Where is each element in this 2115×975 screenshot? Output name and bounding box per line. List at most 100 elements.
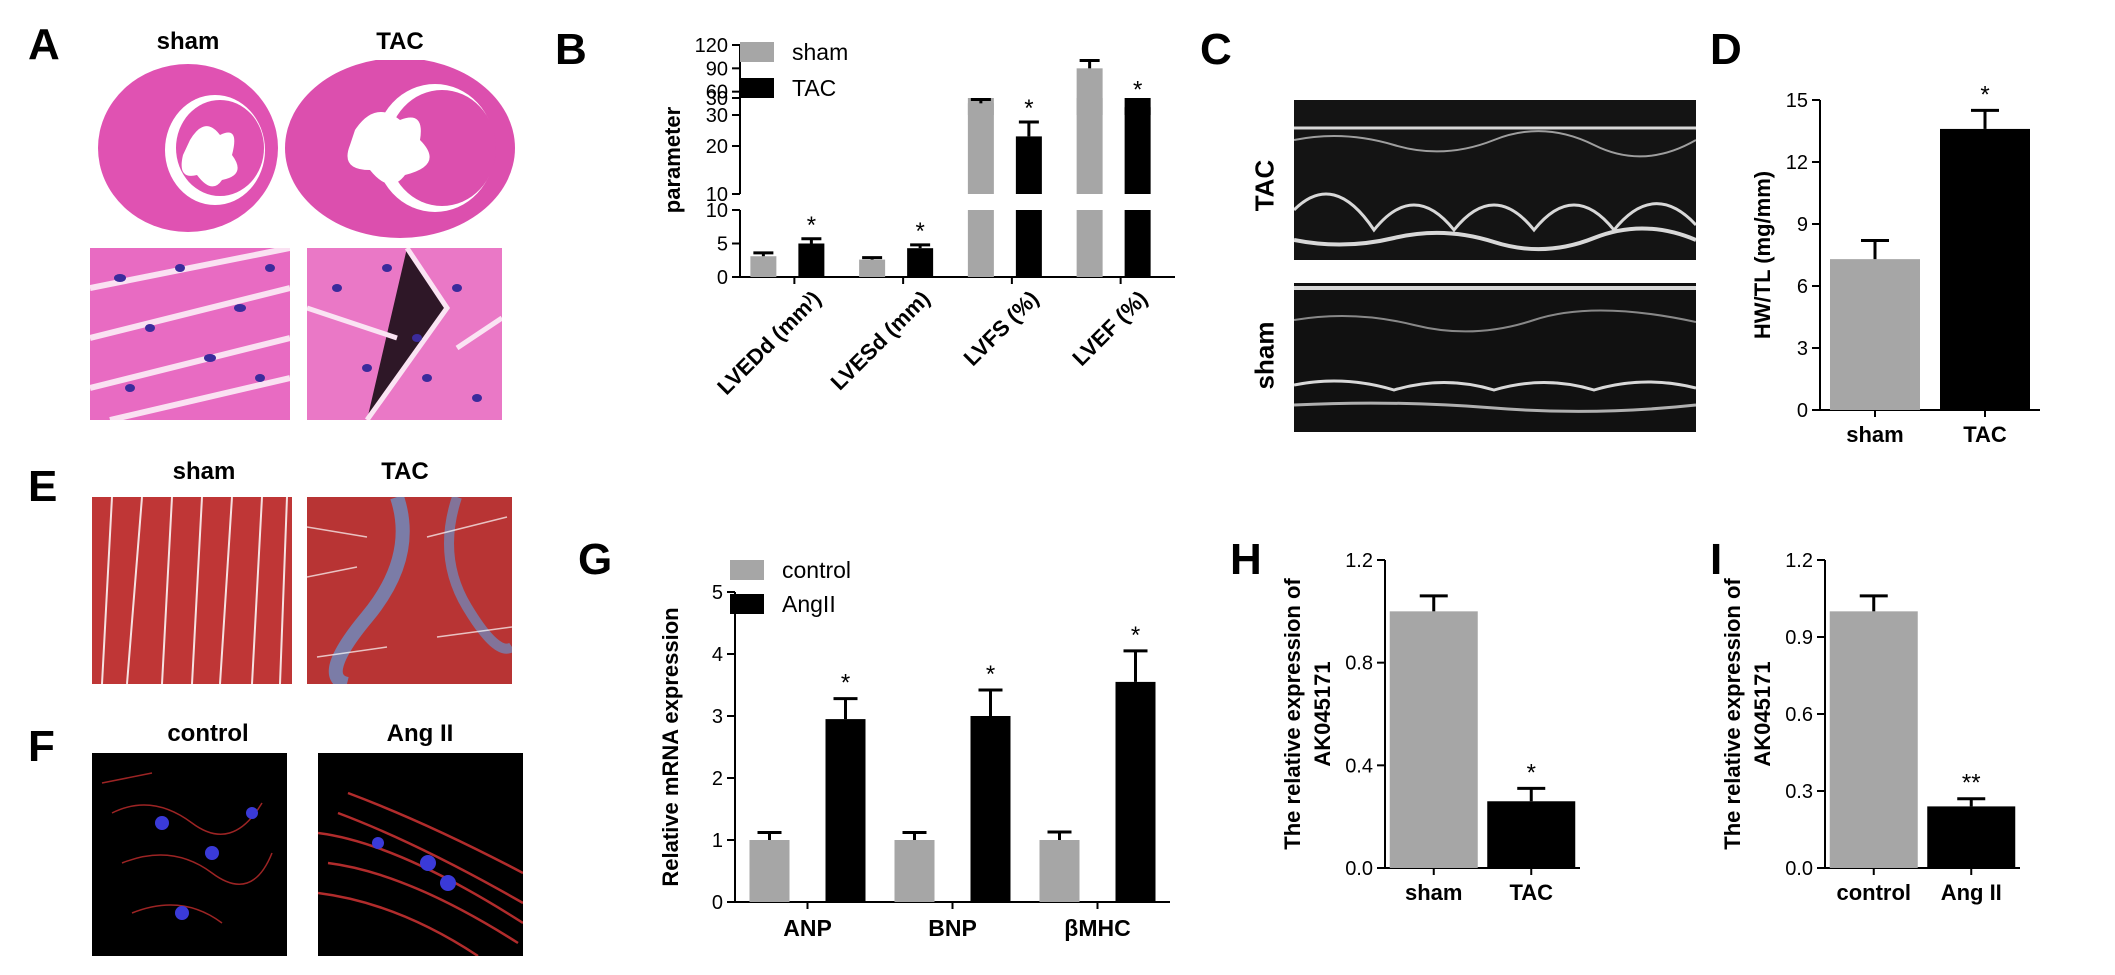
bar-segment [1015, 136, 1042, 194]
panel-f-angii-fluorescence [318, 753, 523, 956]
y-tick-label: 6 [1797, 276, 1808, 298]
bar [825, 719, 866, 902]
panel-letter-i: I [1710, 535, 1723, 584]
y-tick-label: 60 [706, 82, 728, 104]
y-tick-label: 0.0 [1785, 858, 1813, 880]
x-tick-label: TAC [1963, 422, 2007, 447]
y-axis-label-line: AK045171 [1310, 661, 1335, 766]
panel-e-tac-title: TAC [381, 458, 429, 485]
y-tick-label: 5 [712, 582, 723, 604]
panel-letter-e: E [28, 462, 58, 511]
bar-segment [967, 210, 994, 277]
bar-segment [1015, 210, 1042, 277]
y-axis-label-line: AK045171 [1750, 661, 1775, 766]
panel-letter-g: G [578, 535, 613, 584]
y-tick-label: 3 [712, 706, 723, 728]
panel-letter-a: A [28, 20, 60, 69]
x-tick-label: Ang II [1941, 880, 2002, 905]
significance-label: * [1024, 95, 1033, 122]
panel-letter-b: B [555, 25, 587, 74]
panel-e-sham-masson [92, 497, 292, 684]
x-tick-label: sham [1405, 880, 1462, 905]
y-tick-label: 12 [1786, 152, 1808, 174]
y-tick-label: 0 [712, 892, 723, 914]
y-tick-label: 0.0 [1345, 858, 1373, 880]
bar [1927, 806, 2016, 868]
panel-a-heart-cross-sections [98, 60, 515, 238]
significance-label: * [915, 218, 924, 245]
y-tick-label: 10 [706, 184, 728, 206]
y-tick-label: 30 [706, 105, 728, 127]
chart-d: 0 3 6 9 12 15 HW/TL (mg/mm) sham * TAC [1750, 81, 2040, 447]
y-axis-label: parameter [660, 106, 685, 213]
x-tick-label: LVFS (%) [959, 286, 1044, 371]
y-axis-label: The relative expression of AK045171 [1720, 578, 1775, 850]
x-tick-label: βMHC [1064, 915, 1130, 941]
bar-segment [798, 243, 825, 277]
bar [1487, 801, 1576, 868]
y-tick-label: 0.3 [1785, 781, 1813, 803]
y-axis-label-line: The relative expression of [1720, 578, 1745, 850]
significance-label: * [1527, 759, 1536, 786]
bar [1039, 840, 1080, 902]
bar [970, 716, 1011, 902]
panel-letter-c: C [1200, 25, 1232, 74]
legend-label: control [782, 557, 851, 583]
y-tick-label: 1 [712, 830, 723, 852]
y-tick-label: 1.2 [1345, 550, 1373, 572]
x-tick-label: sham [1846, 422, 1903, 447]
significance-label: * [807, 212, 816, 239]
y-tick-label: 30 [706, 88, 728, 110]
y-axis-label-line: The relative expression of [1280, 578, 1305, 850]
y-tick-label: 10 [706, 200, 728, 222]
x-tick-label: ANP [783, 915, 832, 941]
significance-label: * [1980, 81, 1989, 108]
panel-e-tac-masson [307, 497, 512, 684]
panel-c-tac-label: TAC [1249, 159, 1280, 212]
y-tick-label: 0.6 [1785, 704, 1813, 726]
y-tick-label: 4 [712, 644, 723, 666]
y-tick-label: 2 [712, 768, 723, 790]
panel-letter-f: F [28, 722, 55, 771]
panel-c-echo-images [1294, 100, 1696, 432]
y-tick-label: 5 [717, 234, 728, 256]
legend-label: TAC [792, 75, 836, 101]
bar [749, 840, 790, 902]
y-tick-label: 0 [717, 267, 728, 289]
chart-g: 0 1 2 3 4 5 Relative mRNA expression * ANP * BNP * β… [658, 557, 1170, 941]
x-tick-label: LVESd (mm) [826, 286, 935, 395]
y-axis-label: The relative expression of AK045171 [1280, 578, 1335, 850]
bar-segment [967, 103, 994, 115]
y-tick-label: 90 [706, 58, 728, 80]
significance-label: * [1133, 76, 1142, 103]
chart-i: 0.0 0.3 0.6 0.9 1.2 The relative expression o… [1720, 550, 2020, 905]
bar-segment [907, 248, 934, 277]
panel-letter-d: D [1710, 25, 1742, 74]
x-tick-label: control [1836, 880, 1911, 905]
bar-segment [1124, 210, 1151, 277]
y-tick-label: 120 [695, 35, 728, 57]
panel-a-tac-title: TAC [376, 28, 424, 55]
panel-f-control-title: control [167, 720, 249, 747]
panel-c-sham-label: sham [1249, 321, 1280, 390]
bar [894, 840, 935, 902]
bar-segment [750, 256, 777, 277]
x-tick-label: LVEF (%) [1067, 286, 1152, 371]
significance-label: * [1131, 622, 1140, 649]
y-axis-label: HW/TL (mg/mm) [1750, 171, 1775, 339]
panel-a-sham-title: sham [156, 28, 220, 55]
legend-label: sham [792, 39, 848, 65]
bar-segment [1076, 210, 1103, 277]
y-tick-label: 15 [1786, 90, 1808, 112]
y-tick-label: 0.9 [1785, 627, 1813, 649]
y-tick-label: 9 [1797, 214, 1808, 236]
legend-swatch [740, 42, 774, 62]
bar-segment [859, 259, 886, 277]
panel-e-sham-title: sham [172, 458, 236, 485]
y-tick-label: 1.2 [1785, 550, 1813, 572]
panel-a-tac-histology [307, 248, 502, 420]
panel-letter-h: H [1230, 535, 1262, 584]
chart-h: 0.0 0.4 0.8 1.2 The relative expression of AK… [1280, 550, 1580, 905]
significance-label: * [986, 661, 995, 688]
